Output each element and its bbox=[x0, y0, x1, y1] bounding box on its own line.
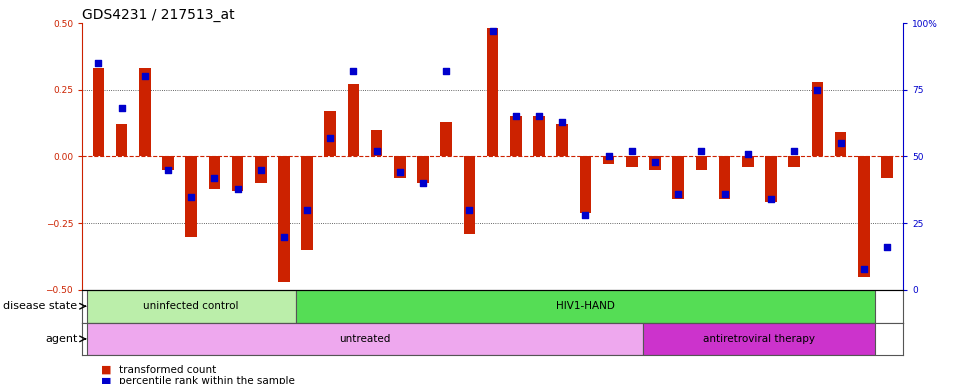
Bar bbox=[440, 122, 452, 157]
Point bbox=[508, 113, 524, 119]
Bar bbox=[765, 157, 777, 202]
Bar bbox=[580, 157, 591, 212]
Point bbox=[415, 180, 431, 186]
Point bbox=[601, 154, 616, 160]
Text: agent: agent bbox=[44, 334, 77, 344]
Bar bbox=[603, 157, 614, 164]
Point bbox=[578, 212, 593, 218]
Point bbox=[810, 87, 825, 93]
Bar bbox=[93, 68, 104, 157]
Bar bbox=[811, 82, 823, 157]
Point bbox=[763, 196, 779, 202]
Bar bbox=[209, 157, 220, 189]
Point bbox=[531, 113, 547, 119]
Text: antiretroviral therapy: antiretroviral therapy bbox=[703, 334, 815, 344]
Point bbox=[184, 194, 199, 200]
Text: ■: ■ bbox=[101, 376, 112, 384]
Bar bbox=[116, 124, 128, 157]
Bar bbox=[139, 68, 151, 157]
Point bbox=[230, 185, 245, 192]
Bar bbox=[649, 157, 661, 170]
Bar bbox=[487, 28, 498, 157]
Point bbox=[856, 265, 871, 271]
Point bbox=[439, 68, 454, 74]
Bar bbox=[858, 157, 869, 276]
Text: transformed count: transformed count bbox=[119, 365, 216, 375]
Point bbox=[694, 148, 709, 154]
Bar bbox=[719, 157, 730, 199]
Bar bbox=[556, 124, 568, 157]
Point bbox=[624, 148, 639, 154]
Point bbox=[91, 60, 106, 66]
Point bbox=[346, 68, 361, 74]
Point bbox=[160, 167, 176, 173]
Point bbox=[670, 191, 686, 197]
Point bbox=[323, 135, 338, 141]
Point bbox=[879, 244, 895, 250]
Bar bbox=[301, 157, 313, 250]
Text: HIV1-HAND: HIV1-HAND bbox=[556, 301, 615, 311]
Point bbox=[369, 148, 384, 154]
Point bbox=[554, 119, 570, 125]
Text: percentile rank within the sample: percentile rank within the sample bbox=[119, 376, 295, 384]
Bar bbox=[325, 111, 336, 157]
Point bbox=[114, 105, 129, 111]
Bar bbox=[696, 157, 707, 170]
Point bbox=[833, 140, 848, 146]
Bar bbox=[643, 323, 875, 355]
Bar bbox=[87, 290, 296, 323]
Text: ■: ■ bbox=[101, 365, 112, 375]
Point bbox=[299, 207, 315, 213]
Text: untreated: untreated bbox=[339, 334, 391, 344]
Point bbox=[276, 233, 292, 240]
Point bbox=[485, 28, 500, 34]
Bar bbox=[371, 130, 383, 157]
Bar bbox=[394, 157, 406, 178]
Point bbox=[253, 167, 269, 173]
Bar bbox=[672, 157, 684, 199]
Bar bbox=[162, 157, 174, 170]
Point bbox=[137, 73, 153, 79]
Bar bbox=[464, 157, 475, 234]
Bar bbox=[296, 290, 875, 323]
Bar bbox=[185, 157, 197, 237]
Bar bbox=[417, 157, 429, 183]
Text: GDS4231 / 217513_at: GDS4231 / 217513_at bbox=[82, 8, 235, 22]
Point bbox=[740, 151, 755, 157]
Bar bbox=[788, 157, 800, 167]
Bar bbox=[232, 157, 243, 191]
Point bbox=[647, 159, 663, 165]
Bar bbox=[278, 157, 290, 282]
Bar bbox=[255, 157, 267, 183]
Point bbox=[462, 207, 477, 213]
Text: disease state: disease state bbox=[3, 301, 77, 311]
Point bbox=[717, 191, 732, 197]
Bar bbox=[835, 132, 846, 157]
Bar bbox=[742, 157, 753, 167]
Point bbox=[207, 175, 222, 181]
Bar bbox=[87, 323, 643, 355]
Text: uninfected control: uninfected control bbox=[143, 301, 239, 311]
Bar bbox=[348, 84, 359, 157]
Bar bbox=[626, 157, 638, 167]
Point bbox=[786, 148, 802, 154]
Bar bbox=[881, 157, 893, 178]
Point bbox=[392, 169, 408, 175]
Bar bbox=[533, 116, 545, 157]
Bar bbox=[510, 116, 522, 157]
